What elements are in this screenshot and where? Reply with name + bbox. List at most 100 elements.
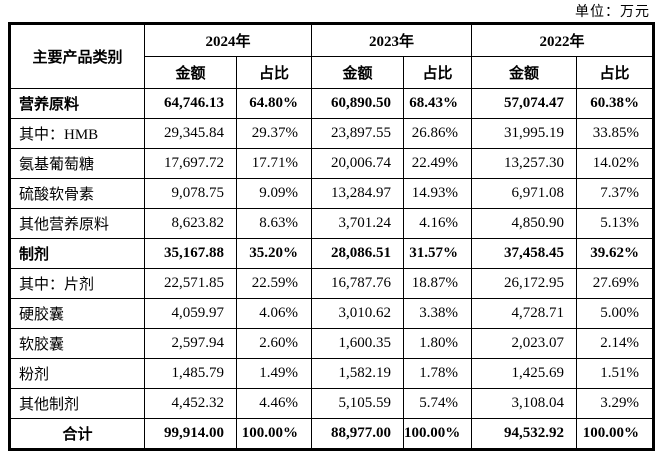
ratio-cell: 4.16%: [403, 208, 473, 239]
table-row: 粉剂 1,485.79 1.49% 1,582.19 1.78% 1,425.69 1.51…: [9, 358, 655, 389]
amount-cell: 16,787.76: [311, 268, 405, 299]
amount-cell: 1,600.35: [311, 328, 405, 359]
amount-cell: 57,074.47: [471, 88, 578, 119]
category-cell: 营养原料: [9, 88, 145, 119]
product-category-table: 主要产品类别 2024年 2023年 2022年 金额 占比 金额 占比 金额 …: [8, 22, 656, 451]
ratio-cell: 9.09%: [235, 178, 313, 209]
ratio-cell: 3.38%: [403, 298, 473, 329]
ratio-cell: 1.51%: [576, 358, 655, 389]
ratio-cell: 26.86%: [403, 118, 473, 149]
ratio-cell: 100.00%: [576, 418, 655, 450]
amount-cell: 1,582.19: [311, 358, 405, 389]
amount-cell: 99,914.00: [144, 418, 237, 450]
amount-header-2024: 金额: [144, 56, 237, 89]
amount-cell: 22,571.85: [144, 268, 237, 299]
ratio-cell: 27.69%: [576, 268, 655, 299]
category-cell: 粉剂: [9, 358, 145, 389]
amount-cell: 1,425.69: [471, 358, 578, 389]
amount-header-2023: 金额: [311, 56, 405, 89]
amount-cell: 4,059.97: [144, 298, 237, 329]
amount-cell: 29,345.84: [144, 118, 237, 149]
year-header-row: 主要产品类别 2024年 2023年 2022年: [9, 23, 655, 89]
table-row: 合计 99,914.00 100.00% 88,977.00 100.00% 94,532…: [9, 418, 655, 450]
year-header-2022: 2022年: [471, 23, 655, 57]
ratio-cell: 22.49%: [403, 148, 473, 179]
ratio-cell: 60.38%: [576, 88, 655, 119]
table-body: 营养原料 64,746.13 64.80% 60,890.50 68.43% 57,074…: [9, 88, 655, 450]
amount-cell: 2,023.07: [471, 328, 578, 359]
table-row: 制剂 35,167.88 35.20% 28,086.51 31.57% 37,458.4…: [9, 238, 655, 269]
ratio-cell: 35.20%: [235, 238, 313, 269]
amount-cell: 94,532.92: [471, 418, 578, 450]
category-cell: 软胶囊: [9, 328, 145, 359]
ratio-cell: 31.57%: [403, 238, 473, 269]
ratio-cell: 100.00%: [235, 418, 313, 450]
table-header: 主要产品类别 2024年 2023年 2022年 金额 占比 金额 占比 金额 …: [9, 23, 655, 89]
amount-cell: 2,597.94: [144, 328, 237, 359]
amount-cell: 3,701.24: [311, 208, 405, 239]
ratio-cell: 5.74%: [403, 388, 473, 419]
category-cell: 合计: [9, 418, 145, 450]
amount-cell: 26,172.95: [471, 268, 578, 299]
ratio-cell: 22.59%: [235, 268, 313, 299]
ratio-cell: 14.93%: [403, 178, 473, 209]
ratio-cell: 1.49%: [235, 358, 313, 389]
ratio-cell: 14.02%: [576, 148, 655, 179]
ratio-cell: 2.14%: [576, 328, 655, 359]
amount-cell: 23,897.55: [311, 118, 405, 149]
table-row: 其他制剂 4,452.32 4.46% 5,105.59 5.74% 3,108.04 3.…: [9, 388, 655, 419]
amount-cell: 13,257.30: [471, 148, 578, 179]
category-cell: 其他营养原料: [9, 208, 145, 239]
ratio-cell: 29.37%: [235, 118, 313, 149]
amount-cell: 13,284.97: [311, 178, 405, 209]
table-row: 氨基葡萄糖 17,697.72 17.71% 20,006.74 22.49% 13,25…: [9, 148, 655, 179]
category-cell: 其他制剂: [9, 388, 145, 419]
amount-cell: 4,728.71: [471, 298, 578, 329]
amount-cell: 88,977.00: [311, 418, 405, 450]
table-row: 其他营养原料 8,623.82 8.63% 3,701.24 4.16% 4,850.90…: [9, 208, 655, 239]
unit-label: 单位：万元: [575, 5, 650, 20]
amount-cell: 3,108.04: [471, 388, 578, 419]
table-row: 营养原料 64,746.13 64.80% 60,890.50 68.43% 57,074…: [9, 88, 655, 119]
amount-cell: 20,006.74: [311, 148, 405, 179]
amount-cell: 4,452.32: [144, 388, 237, 419]
ratio-cell: 1.80%: [403, 328, 473, 359]
category-header-cell: 主要产品类别: [9, 23, 145, 89]
category-cell: 氨基葡萄糖: [9, 148, 145, 179]
ratio-cell: 33.85%: [576, 118, 655, 149]
amount-cell: 35,167.88: [144, 238, 237, 269]
amount-header-2022: 金额: [471, 56, 578, 89]
amount-cell: 1,485.79: [144, 358, 237, 389]
category-cell: 硬胶囊: [9, 298, 145, 329]
year-header-2023: 2023年: [311, 23, 473, 57]
ratio-cell: 17.71%: [235, 148, 313, 179]
amount-cell: 6,971.08: [471, 178, 578, 209]
category-cell: 其中：HMB: [9, 118, 145, 149]
amount-cell: 8,623.82: [144, 208, 237, 239]
ratio-cell: 39.62%: [576, 238, 655, 269]
table-row: 其中：HMB 29,345.84 29.37% 23,897.55 26.86% 31,9…: [9, 118, 655, 149]
table-row: 软胶囊 2,597.94 2.60% 1,600.35 1.80% 2,023.07 2.1…: [9, 328, 655, 359]
amount-cell: 4,850.90: [471, 208, 578, 239]
ratio-cell: 100.00%: [403, 418, 473, 450]
amount-cell: 28,086.51: [311, 238, 405, 269]
amount-cell: 3,010.62: [311, 298, 405, 329]
table-row: 硬胶囊 4,059.97 4.06% 3,010.62 3.38% 4,728.71 5.0…: [9, 298, 655, 329]
ratio-cell: 68.43%: [403, 88, 473, 119]
amount-cell: 37,458.45: [471, 238, 578, 269]
table-row: 硫酸软骨素 9,078.75 9.09% 13,284.97 14.93% 6,971.0…: [9, 178, 655, 209]
ratio-header-2024: 占比: [235, 56, 313, 89]
ratio-cell: 5.13%: [576, 208, 655, 239]
ratio-cell: 1.78%: [403, 358, 473, 389]
ratio-header-2022: 占比: [576, 56, 655, 89]
ratio-cell: 8.63%: [235, 208, 313, 239]
amount-cell: 5,105.59: [311, 388, 405, 419]
ratio-cell: 5.00%: [576, 298, 655, 329]
category-cell: 硫酸软骨素: [9, 178, 145, 209]
amount-cell: 60,890.50: [311, 88, 405, 119]
sub-header-row: 金额 占比 金额 占比 金额 占比: [10, 56, 655, 89]
ratio-cell: 2.60%: [235, 328, 313, 359]
ratio-header-2023: 占比: [403, 56, 473, 89]
amount-cell: 9,078.75: [144, 178, 237, 209]
